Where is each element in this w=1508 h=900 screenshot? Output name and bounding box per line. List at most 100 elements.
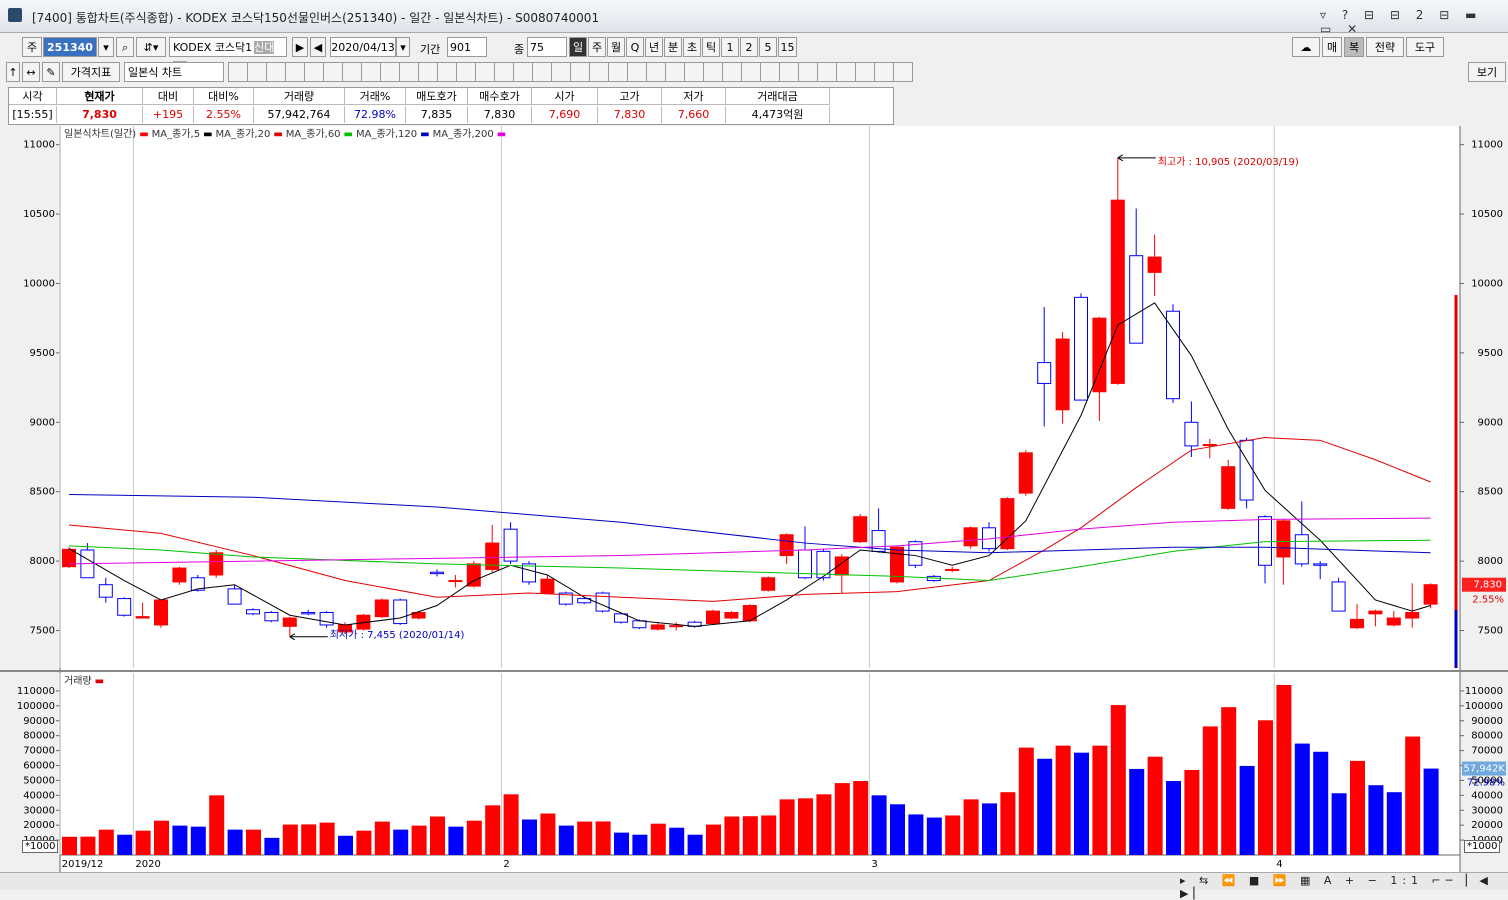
sort-button[interactable]: ⇵▾ (136, 37, 166, 57)
edit-button[interactable]: ✎ (42, 62, 60, 82)
volume-bar (1313, 751, 1329, 855)
candle-body (945, 568, 960, 571)
candle-body (1239, 439, 1254, 501)
price-legend: 일본식차트(일간) ▬ MA_종가,5 ▬ MA_종가,20 ▬ MA_종가,60 ▬ MA_종… (64, 125, 509, 140)
candle-body (1202, 444, 1217, 447)
quote-header: 현재가 (57, 88, 143, 105)
volume-bar (227, 829, 243, 855)
interval-button[interactable]: 15 (778, 37, 797, 57)
volume-bar (1202, 726, 1218, 855)
volume-bar (117, 834, 133, 855)
next-button[interactable]: ▶ (292, 37, 308, 57)
date-input[interactable]: 2020/04/13 (330, 37, 396, 57)
candle-body (1294, 534, 1309, 565)
chart-type-select[interactable]: 일본식 차트 (124, 62, 224, 82)
last-volume-box (1462, 761, 1506, 776)
volume-bar (62, 836, 77, 855)
volume-bar (1294, 743, 1310, 855)
candle-body (1221, 466, 1236, 509)
y-tick-label: 11000 (23, 140, 55, 151)
interval-button[interactable]: 분 (664, 37, 682, 57)
interval-button[interactable]: Q (626, 37, 644, 57)
y-tick-label: 10500 (23, 209, 55, 220)
count-input[interactable]: 75 (527, 37, 567, 57)
search-button[interactable]: ⌕ (116, 37, 134, 57)
quote-header: 거래대금 (726, 88, 830, 105)
y-tick-label: 10000 (1471, 278, 1503, 289)
market-button[interactable]: 주 (22, 37, 42, 57)
candle-body (411, 611, 426, 619)
y-tick-label: 60000 (23, 761, 55, 772)
volume-legend: 거래량 ▬ (64, 676, 105, 687)
volume-bar (816, 794, 832, 855)
prev-button[interactable]: ◀ (310, 37, 326, 57)
unit-label: *1000 (22, 840, 59, 853)
interval-button[interactable]: 2 (740, 37, 758, 57)
interval-button[interactable]: 1 (721, 37, 739, 57)
scroll-controls[interactable]: ▸ ⇆ ⏪ ■ ⏩ ▦ A + − 1:1 ⌐─ ▏◀ ▶▏ (1180, 874, 1493, 900)
quote-header: 거래량 (254, 88, 345, 105)
dropdown[interactable]: ▾ (98, 37, 114, 57)
interval-button[interactable]: 주 (588, 37, 606, 57)
volume-bar (356, 830, 372, 855)
candle-body (1074, 296, 1088, 401)
legend-swatch: ▬ (343, 129, 353, 140)
volume-bar (338, 835, 353, 855)
moving-average (68, 437, 1431, 602)
window-controls[interactable]: ▿ ? ⊟ ⊟ 2 ⊟ ▬ ▭ ✕ (1320, 8, 1483, 36)
y-tick-label: 70000 (1471, 746, 1503, 757)
indicator-button[interactable]: 가격지표 (62, 62, 120, 82)
candle-body (1055, 338, 1070, 411)
volume-bar (282, 824, 298, 855)
tool-button[interactable]: 매 (1322, 37, 1342, 57)
interval-button[interactable]: 월 (607, 37, 625, 57)
interval-button[interactable]: 년 (645, 37, 663, 57)
quote-value: 7,830 (468, 106, 532, 123)
toolbar-2: ↑ ↔ ✎ 가격지표 일본식 차트 보기 (0, 60, 1508, 84)
volume-bar (522, 819, 537, 855)
volume-bar (1074, 752, 1089, 855)
interval-button[interactable]: 5 (759, 37, 777, 57)
y-tick-label: 9500 (1478, 348, 1503, 359)
legend-swatch: ▬ (203, 129, 213, 140)
cloud-button[interactable]: ☁ (1292, 37, 1320, 57)
interval-button[interactable]: 일 (569, 37, 587, 57)
candle-body (963, 527, 978, 547)
tool-button[interactable]: 전략 (1366, 37, 1404, 57)
volume-bar (669, 827, 685, 855)
y-tick-label: 10000 (23, 278, 55, 289)
interval-button[interactable]: 초 (683, 37, 701, 57)
candle-body (503, 528, 518, 562)
y-tick-label: 10500 (1471, 209, 1503, 220)
date-dropdown[interactable]: ▾ (396, 37, 410, 57)
candle-body (172, 567, 187, 583)
y-tick-label: 40000 (23, 790, 55, 801)
tool-button[interactable]: 복 (1344, 37, 1364, 57)
quote-value: 7,660 (662, 106, 726, 123)
candle-body (117, 598, 132, 616)
volume-bar (135, 830, 151, 855)
legend-swatch: ▬ (420, 129, 430, 140)
x-tick-label: 2020 (135, 859, 160, 870)
quote-value: 72.98% (345, 106, 406, 123)
period-input[interactable]: 901 (447, 37, 487, 57)
y-tick-label: 9000 (30, 417, 55, 428)
y-tick-label: 70000 (23, 746, 55, 757)
code-input[interactable]: 251340 (43, 37, 97, 57)
view-button[interactable]: 보기 (1468, 62, 1506, 82)
candle-body (779, 534, 794, 557)
x-tick-label: 4 (1276, 859, 1282, 870)
candle-body (1276, 520, 1291, 558)
tool-button[interactable]: 도구 (1406, 37, 1444, 57)
drawing-tools[interactable] (228, 62, 913, 82)
interval-button[interactable]: 틱 (702, 37, 720, 57)
legend-entry: MA_종가,200 (432, 129, 494, 140)
lr-button[interactable]: ↔ (22, 62, 40, 82)
stock-name: KODEX 코스닥1 (173, 41, 253, 54)
y-tick-label: 30000 (1471, 805, 1503, 816)
candle-body (1386, 617, 1401, 626)
up-button[interactable]: ↑ (6, 62, 20, 82)
volume-bar (1239, 765, 1255, 855)
quote-header: 시가 (532, 88, 598, 105)
candle-body (319, 611, 334, 626)
